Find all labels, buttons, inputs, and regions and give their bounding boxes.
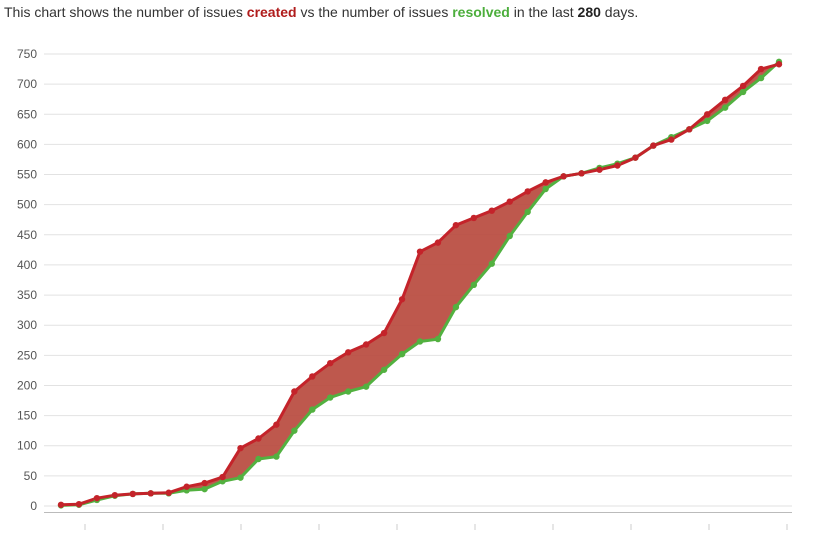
resolved-data-point[interactable] bbox=[416, 338, 424, 345]
created-data-point[interactable] bbox=[739, 82, 747, 90]
created-data-point[interactable] bbox=[704, 111, 711, 118]
created-data-point[interactable] bbox=[524, 188, 531, 195]
resolved-data-point[interactable] bbox=[704, 117, 711, 125]
grid-lines bbox=[44, 53, 792, 507]
x-axis bbox=[44, 512, 792, 530]
created-data-point[interactable] bbox=[201, 479, 208, 487]
y-axis-tick-labels: 0 50 100 150 200 250 300 350 400 450 500 550 600 650 7… bbox=[17, 47, 37, 513]
created-data-point[interactable] bbox=[309, 373, 316, 380]
created-data-point[interactable] bbox=[75, 500, 83, 508]
resolved-data-point[interactable] bbox=[255, 455, 262, 463]
caption-prefix: This chart shows the number of issues bbox=[4, 4, 247, 20]
created-data-point[interactable] bbox=[578, 170, 585, 177]
created-data-point[interactable] bbox=[129, 490, 136, 498]
created-data-point[interactable] bbox=[650, 142, 657, 149]
created-resolved-gap-area bbox=[61, 61, 779, 506]
created-data-point[interactable] bbox=[542, 179, 549, 186]
resolved-data-point[interactable] bbox=[524, 208, 531, 216]
created-data-point[interactable] bbox=[57, 501, 65, 508]
caption-days-count: 280 bbox=[577, 4, 601, 20]
resolved-data-point[interactable] bbox=[452, 303, 460, 311]
created-data-point[interactable] bbox=[560, 173, 567, 180]
resolved-data-point[interactable] bbox=[757, 74, 765, 82]
resolved-data-point[interactable] bbox=[721, 104, 729, 111]
created-data-point[interactable] bbox=[470, 214, 478, 222]
resolved-data-point[interactable] bbox=[434, 335, 442, 343]
created-data-point[interactable] bbox=[596, 166, 603, 173]
resolved-data-point[interactable] bbox=[488, 260, 495, 267]
created-data-point[interactable] bbox=[614, 162, 621, 169]
created-data-point[interactable] bbox=[757, 65, 765, 73]
chart-caption: This chart shows the number of issues cr… bbox=[4, 4, 638, 20]
created-data-point[interactable] bbox=[775, 61, 783, 68]
resolved-data-point[interactable] bbox=[273, 453, 280, 460]
created-data-point[interactable] bbox=[273, 421, 280, 428]
resolved-data-point[interactable] bbox=[380, 366, 388, 373]
created-data-point[interactable] bbox=[362, 341, 370, 348]
created-data-point[interactable] bbox=[721, 96, 729, 104]
resolved-data-point[interactable] bbox=[739, 88, 747, 96]
created-data-point[interactable] bbox=[219, 473, 226, 481]
created-data-point[interactable] bbox=[327, 359, 334, 367]
created-data-point[interactable] bbox=[488, 207, 495, 214]
resolved-data-point[interactable] bbox=[291, 427, 298, 434]
y-tick-label: 350 bbox=[17, 288, 37, 302]
y-tick-label: 450 bbox=[17, 228, 37, 242]
y-tick-label: 400 bbox=[17, 258, 37, 272]
created-data-point[interactable] bbox=[380, 329, 388, 337]
difference-area bbox=[61, 61, 779, 506]
created-data-point[interactable] bbox=[434, 239, 442, 246]
y-tick-label: 250 bbox=[17, 348, 37, 362]
resolved-data-point[interactable] bbox=[506, 232, 513, 240]
y-tick-label: 600 bbox=[17, 137, 37, 151]
y-tick-label: 650 bbox=[17, 107, 37, 121]
y-tick-label: 500 bbox=[17, 198, 37, 212]
resolved-data-point[interactable] bbox=[362, 383, 370, 390]
created-data-point[interactable] bbox=[398, 296, 406, 303]
resolved-data-point[interactable] bbox=[345, 388, 352, 395]
resolved-data-point[interactable] bbox=[327, 394, 334, 401]
created-data-point[interactable] bbox=[291, 388, 298, 395]
resolved-data-point[interactable] bbox=[398, 350, 406, 358]
created-data-point[interactable] bbox=[345, 349, 352, 356]
y-tick-label: 0 bbox=[30, 499, 37, 513]
y-tick-label: 100 bbox=[17, 439, 37, 453]
caption-created-keyword: created bbox=[246, 4, 297, 20]
y-tick-label: 150 bbox=[17, 409, 37, 423]
caption-suffix-before: in the last bbox=[509, 4, 578, 20]
resolved-data-point[interactable] bbox=[201, 485, 208, 493]
created-data-point[interactable] bbox=[165, 489, 172, 496]
y-tick-label: 50 bbox=[24, 469, 38, 483]
created-data-point[interactable] bbox=[668, 136, 675, 143]
created-data-point[interactable] bbox=[183, 483, 190, 490]
created-data-point[interactable] bbox=[506, 198, 513, 205]
caption-resolved-keyword: resolved bbox=[452, 4, 510, 20]
resolved-data-point[interactable] bbox=[542, 185, 549, 193]
created-data-point[interactable] bbox=[93, 494, 101, 502]
y-tick-label: 550 bbox=[17, 168, 37, 182]
created-data-point[interactable] bbox=[111, 491, 119, 499]
resolved-data-point[interactable] bbox=[470, 281, 478, 289]
created-data-point[interactable] bbox=[255, 435, 262, 442]
resolved-data-point[interactable] bbox=[237, 474, 244, 481]
y-tick-label: 700 bbox=[17, 77, 37, 91]
y-tick-label: 300 bbox=[17, 318, 37, 332]
created-data-point[interactable] bbox=[632, 154, 639, 161]
created-data-point[interactable] bbox=[452, 221, 460, 229]
y-tick-label: 200 bbox=[17, 378, 37, 392]
y-tick-label: 750 bbox=[17, 47, 37, 61]
created-data-point[interactable] bbox=[686, 126, 693, 133]
created-data-point[interactable] bbox=[416, 248, 424, 255]
series-points bbox=[57, 58, 783, 509]
created-data-point[interactable] bbox=[147, 490, 154, 497]
caption-suffix-after: days. bbox=[600, 4, 639, 20]
resolved-data-point[interactable] bbox=[309, 406, 316, 413]
caption-middle: vs the number of issues bbox=[296, 4, 453, 20]
created-data-point[interactable] bbox=[237, 444, 244, 452]
